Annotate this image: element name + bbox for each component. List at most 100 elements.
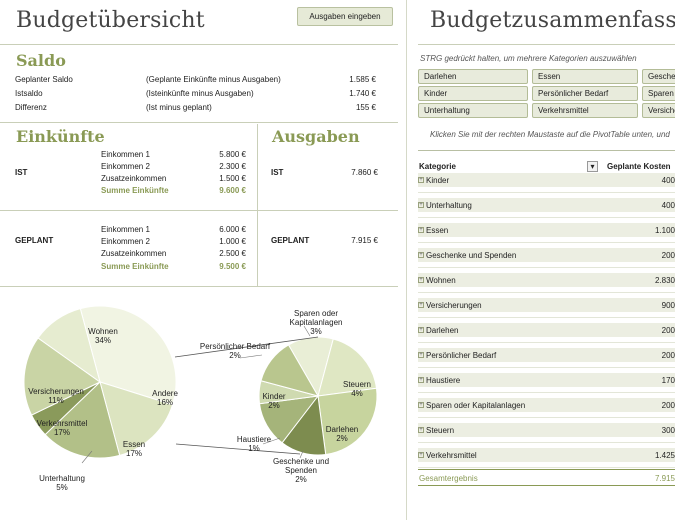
einkuenfte-geplant-sum-label: Summe Einkünfte <box>101 262 169 271</box>
pivot-row-label: Verkehrsmittel <box>426 450 477 460</box>
pie-label-line: Sparen oder <box>293 309 339 318</box>
ausgaben-ist-value: 7.860 € <box>351 168 378 177</box>
expand-icon[interactable]: + <box>418 202 424 208</box>
ausgaben-eingeben-button[interactable]: Ausgaben eingeben <box>297 7 393 26</box>
expand-icon[interactable]: + <box>418 277 424 283</box>
income-row-value: 5.800 € <box>219 150 246 159</box>
expand-icon[interactable]: + <box>418 402 424 408</box>
main-slice-essen <box>44 381 121 459</box>
slicer-item[interactable]: Kinder <box>418 86 528 101</box>
row-divider <box>418 392 675 393</box>
row-divider <box>418 217 675 218</box>
pivot-row[interactable]: + Persönlicher Bedarf <box>418 348 675 362</box>
pivot-row-value: 200 <box>661 251 675 260</box>
pie-label-line: Versicherungen <box>28 387 84 396</box>
divider <box>418 485 675 486</box>
slicer-item[interactable]: Persönlicher Bedarf <box>532 86 638 101</box>
pie-label-line: 2% <box>268 401 280 410</box>
einkuenfte-heading: Einkünfte <box>16 127 105 146</box>
pie-leader-line <box>299 450 304 459</box>
pie-label-line: 2% <box>229 351 241 360</box>
pie-label-line: 2% <box>295 475 307 484</box>
slicer-item[interactable]: Unterhaltung <box>418 103 528 118</box>
pivot-row-label: Haustiere <box>426 375 461 385</box>
expand-icon[interactable]: + <box>418 352 424 358</box>
income-row-label: Einkommen 2 <box>101 162 150 171</box>
pie-label-line: 5% <box>56 483 68 492</box>
pivot-row[interactable]: + Sparen oder Kapitalanlagen <box>418 398 675 412</box>
divider <box>257 124 258 286</box>
slicer-item[interactable]: Essen <box>532 69 638 84</box>
pivot-row[interactable]: + Verkehrsmittel <box>418 448 675 462</box>
saldo-row-value: 155 € <box>355 103 376 112</box>
expand-icon[interactable]: + <box>418 227 424 233</box>
einkuenfte-geplant-label: GEPLANT <box>15 236 54 245</box>
pie-label-haustiere: Haustiere 1% <box>237 435 271 453</box>
pivot-row-label: Steuern <box>426 425 455 435</box>
pie-label-line: Spenden <box>284 466 318 475</box>
pie-label-andere: Andere 16% <box>152 389 178 407</box>
pie-leader-line <box>81 450 93 464</box>
pie-label-line: 1% <box>248 444 260 453</box>
pivot-row[interactable]: + Unterhaltung <box>418 198 675 212</box>
pivot-planned-header: Geplante Kosten <box>607 162 671 171</box>
pivot-row[interactable]: + Kinder <box>418 173 675 187</box>
expand-icon[interactable]: + <box>418 177 424 183</box>
pivot-filter-dropdown[interactable]: ▾ <box>587 161 598 172</box>
saldo-row-description: (Ist minus geplant) <box>146 103 212 112</box>
expand-icon[interactable]: + <box>418 377 424 383</box>
pie-label-kinder: Kinder 2% <box>262 392 285 410</box>
pie-label-sparen: Sparen oder Kapitalanlagen 3% <box>290 309 343 336</box>
pivot-row-value: 1.100 <box>654 226 675 235</box>
ausgaben-heading: Ausgaben <box>272 127 360 146</box>
pivot-row-value: 200 <box>661 326 675 335</box>
ausgaben-geplant-label: GEPLANT <box>271 236 310 245</box>
pivot-row[interactable]: + Wohnen <box>418 273 675 287</box>
pie-label-line: 11% <box>48 396 64 405</box>
expand-icon[interactable]: + <box>418 252 424 258</box>
pivot-total-value: 7.915 <box>654 474 675 483</box>
row-divider <box>418 442 675 443</box>
pivot-row[interactable]: + Haustiere <box>418 373 675 387</box>
expand-icon[interactable]: + <box>418 427 424 433</box>
main-slice-wohnen <box>79 305 177 406</box>
pie-connector-line <box>175 443 301 455</box>
pivot-row[interactable]: + Geschenke und Spenden <box>418 248 675 262</box>
expand-icon[interactable]: + <box>418 302 424 308</box>
pie-label-darlehen: Darlehen 2% <box>326 425 358 443</box>
main-slice-verkehrsmittel <box>23 337 101 416</box>
pivot-row[interactable]: + Darlehen <box>418 323 675 337</box>
income-row-label: Einkommen 1 <box>101 225 150 234</box>
pie-label-line: Wohnen <box>88 327 118 336</box>
pivot-row[interactable]: + Versicherungen <box>418 298 675 312</box>
saldo-row-value: 1.585 € <box>349 75 376 84</box>
pivot-row-label: Versicherungen <box>426 300 482 310</box>
slicer-item[interactable]: Verkehrsmittel <box>532 103 638 118</box>
pivot-row-label: Sparen oder Kapitalanlagen <box>426 400 526 410</box>
pivot-row[interactable]: + Essen <box>418 223 675 237</box>
expand-icon[interactable]: + <box>418 452 424 458</box>
income-row-value: 1.500 € <box>219 174 246 183</box>
pie-label-essen: Essen 17% <box>123 440 145 458</box>
pivot-row-label: Darlehen <box>426 325 459 335</box>
pie-label-line: 34% <box>94 336 111 345</box>
slicer-item[interactable]: Geschen <box>642 69 675 84</box>
income-row-value: 1.000 € <box>219 237 246 246</box>
ausgaben-geplant-value: 7.915 € <box>351 236 378 245</box>
saldo-row-description: (Isteinkünfte minus Ausgaben) <box>146 89 254 98</box>
expense-pie-chart <box>23 305 378 464</box>
row-divider <box>418 417 675 418</box>
pie-label-line: 17% <box>53 428 70 437</box>
pivot-row[interactable]: + Steuern <box>418 423 675 437</box>
pie-label-line: Essen <box>122 440 146 449</box>
expand-icon[interactable]: + <box>418 327 424 333</box>
divider <box>0 122 398 123</box>
slicer-item[interactable]: Darlehen <box>418 69 528 84</box>
slicer-item[interactable]: Versiche <box>642 103 675 118</box>
slicer-item[interactable]: Sparen <box>642 86 675 101</box>
pie-leader-line <box>303 325 311 337</box>
pivot-row-value: 300 <box>661 426 675 435</box>
einkuenfte-ist-sum-value: 9.600 € <box>219 186 246 195</box>
pivot-row-label: Wohnen <box>426 275 456 285</box>
divider <box>0 210 398 211</box>
